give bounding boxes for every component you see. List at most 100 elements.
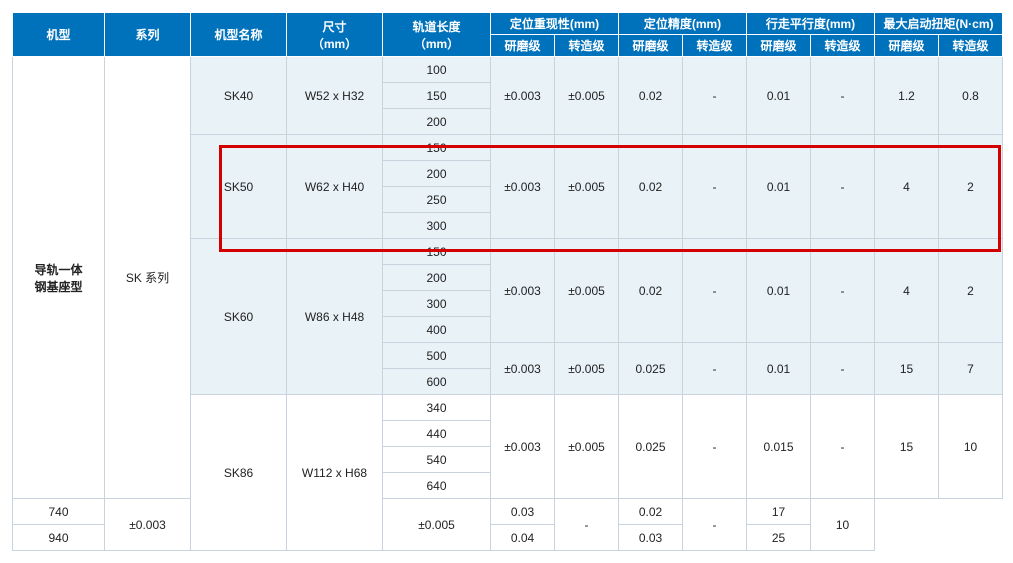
cell-rep-r: ±0.005 bbox=[555, 135, 619, 239]
th-sub-grind: 研磨级 bbox=[619, 35, 683, 57]
cell-size: W112 x H68 bbox=[287, 395, 383, 551]
cell-par-r: - bbox=[811, 57, 875, 135]
cell-rail: 200 bbox=[383, 109, 491, 135]
cell-tq-g: 15 bbox=[875, 395, 939, 499]
th-name: 机型名称 bbox=[191, 13, 287, 57]
cell-tq-g: 4 bbox=[875, 239, 939, 343]
th-group-accur: 定位精度(mm) bbox=[619, 13, 747, 35]
cell-acc-g: 0.02 bbox=[619, 135, 683, 239]
cell-par-r: - bbox=[811, 395, 875, 499]
cell-par-r: - bbox=[811, 239, 875, 343]
cell-rail: 250 bbox=[383, 187, 491, 213]
th-model: 机型 bbox=[13, 13, 105, 57]
cell-rep-g: ±0.003 bbox=[491, 135, 555, 239]
cell-rail: 200 bbox=[383, 265, 491, 291]
cell-series: SK 系列 bbox=[105, 57, 191, 499]
cell-acc-g: 0.02 bbox=[619, 239, 683, 343]
cell-acc-r: - bbox=[555, 499, 619, 551]
th-sub-grind: 研磨级 bbox=[875, 35, 939, 57]
cell-tq-r: 10 bbox=[939, 395, 1003, 499]
cell-rep-r: ±0.005 bbox=[555, 395, 619, 499]
th-group-torque: 最大启动扭矩(N·cm) bbox=[875, 13, 1003, 35]
th-rail: 轨道长度 （mm） bbox=[383, 13, 491, 57]
cell-name: SK60 bbox=[191, 239, 287, 395]
cell-rep-r: ±0.005 bbox=[555, 239, 619, 343]
th-sub-rolled: 转造级 bbox=[811, 35, 875, 57]
cell-rail: 340 bbox=[383, 395, 491, 421]
cell-par-g: 0.01 bbox=[747, 57, 811, 135]
cell-rail: 740 bbox=[13, 499, 105, 525]
cell-rail: 200 bbox=[383, 161, 491, 187]
cell-acc-g: 0.04 bbox=[491, 525, 555, 551]
cell-rail: 150 bbox=[383, 239, 491, 265]
th-sub-grind: 研磨级 bbox=[747, 35, 811, 57]
cell-par-g: 0.01 bbox=[747, 343, 811, 395]
cell-rep-g: ±0.003 bbox=[105, 499, 191, 551]
cell-rail: 400 bbox=[383, 317, 491, 343]
cell-acc-g: 0.025 bbox=[619, 343, 683, 395]
th-series: 系列 bbox=[105, 13, 191, 57]
cell-tq-r: 7 bbox=[939, 343, 1003, 395]
cell-par-g: 0.015 bbox=[747, 395, 811, 499]
th-group-repeat: 定位重现性(mm) bbox=[491, 13, 619, 35]
cell-size: W62 x H40 bbox=[287, 135, 383, 239]
cell-rail: 540 bbox=[383, 447, 491, 473]
cell-tq-g: 4 bbox=[875, 135, 939, 239]
th-sub-grind: 研磨级 bbox=[491, 35, 555, 57]
cell-par-g: 0.02 bbox=[619, 499, 683, 525]
cell-rail: 500 bbox=[383, 343, 491, 369]
cell-rail: 150 bbox=[383, 135, 491, 161]
th-group-paral: 行走平行度(mm) bbox=[747, 13, 875, 35]
cell-par-g: 0.01 bbox=[747, 135, 811, 239]
cell-rail: 150 bbox=[383, 83, 491, 109]
table-container: 机型 系列 机型名称 尺寸 （mm） 轨道长度 （mm） 定位重现性(mm) 定… bbox=[12, 12, 1001, 551]
cell-size: W86 x H48 bbox=[287, 239, 383, 395]
cell-name: SK40 bbox=[191, 57, 287, 135]
cell-rail: 300 bbox=[383, 291, 491, 317]
cell-tq-r: 0.8 bbox=[939, 57, 1003, 135]
th-sub-rolled: 转造级 bbox=[939, 35, 1003, 57]
table-row: 导轨一体 钢基座型 SK 系列 SK40 W52 x H32 100 ±0.00… bbox=[13, 57, 1003, 83]
cell-rail: 940 bbox=[13, 525, 105, 551]
cell-tq-g: 25 bbox=[747, 525, 811, 551]
cell-rep-g: ±0.003 bbox=[491, 343, 555, 395]
cell-acc-r: - bbox=[683, 395, 747, 499]
cell-rep-g: ±0.003 bbox=[491, 395, 555, 499]
cell-par-g: 0.01 bbox=[747, 239, 811, 343]
cell-model: 导轨一体 钢基座型 bbox=[13, 57, 105, 499]
table-row: 740 ±0.003 ±0.005 0.03 - 0.02 - 17 10 bbox=[13, 499, 1003, 525]
cell-tq-r: 2 bbox=[939, 239, 1003, 343]
spec-table: 机型 系列 机型名称 尺寸 （mm） 轨道长度 （mm） 定位重现性(mm) 定… bbox=[12, 12, 1003, 551]
cell-acc-r: - bbox=[683, 57, 747, 135]
cell-par-r: - bbox=[683, 499, 747, 551]
cell-acc-r: - bbox=[683, 239, 747, 343]
cell-rail: 640 bbox=[383, 473, 491, 499]
cell-acc-r: - bbox=[683, 135, 747, 239]
cell-rail: 600 bbox=[383, 369, 491, 395]
cell-rep-g: ±0.003 bbox=[491, 239, 555, 343]
cell-acc-g: 0.025 bbox=[619, 395, 683, 499]
cell-par-g: 0.03 bbox=[619, 525, 683, 551]
cell-rep-r: ±0.005 bbox=[555, 343, 619, 395]
th-size: 尺寸 （mm） bbox=[287, 13, 383, 57]
cell-rep-r: ±0.005 bbox=[383, 499, 491, 551]
cell-acc-g: 0.02 bbox=[619, 57, 683, 135]
cell-tq-g: 17 bbox=[747, 499, 811, 525]
cell-rail: 100 bbox=[383, 57, 491, 83]
cell-par-r: - bbox=[811, 135, 875, 239]
cell-tq-g: 1.2 bbox=[875, 57, 939, 135]
cell-tq-g: 15 bbox=[875, 343, 939, 395]
cell-rep-r: ±0.005 bbox=[555, 57, 619, 135]
cell-name: SK86 bbox=[191, 395, 287, 551]
th-sub-rolled: 转造级 bbox=[555, 35, 619, 57]
cell-rail: 300 bbox=[383, 213, 491, 239]
cell-par-r: - bbox=[811, 343, 875, 395]
cell-tq-r: 10 bbox=[811, 499, 875, 551]
cell-acc-r: - bbox=[683, 343, 747, 395]
th-sub-rolled: 转造级 bbox=[683, 35, 747, 57]
cell-rail: 440 bbox=[383, 421, 491, 447]
cell-acc-g: 0.03 bbox=[491, 499, 555, 525]
cell-rep-g: ±0.003 bbox=[491, 57, 555, 135]
cell-size: W52 x H32 bbox=[287, 57, 383, 135]
cell-name: SK50 bbox=[191, 135, 287, 239]
